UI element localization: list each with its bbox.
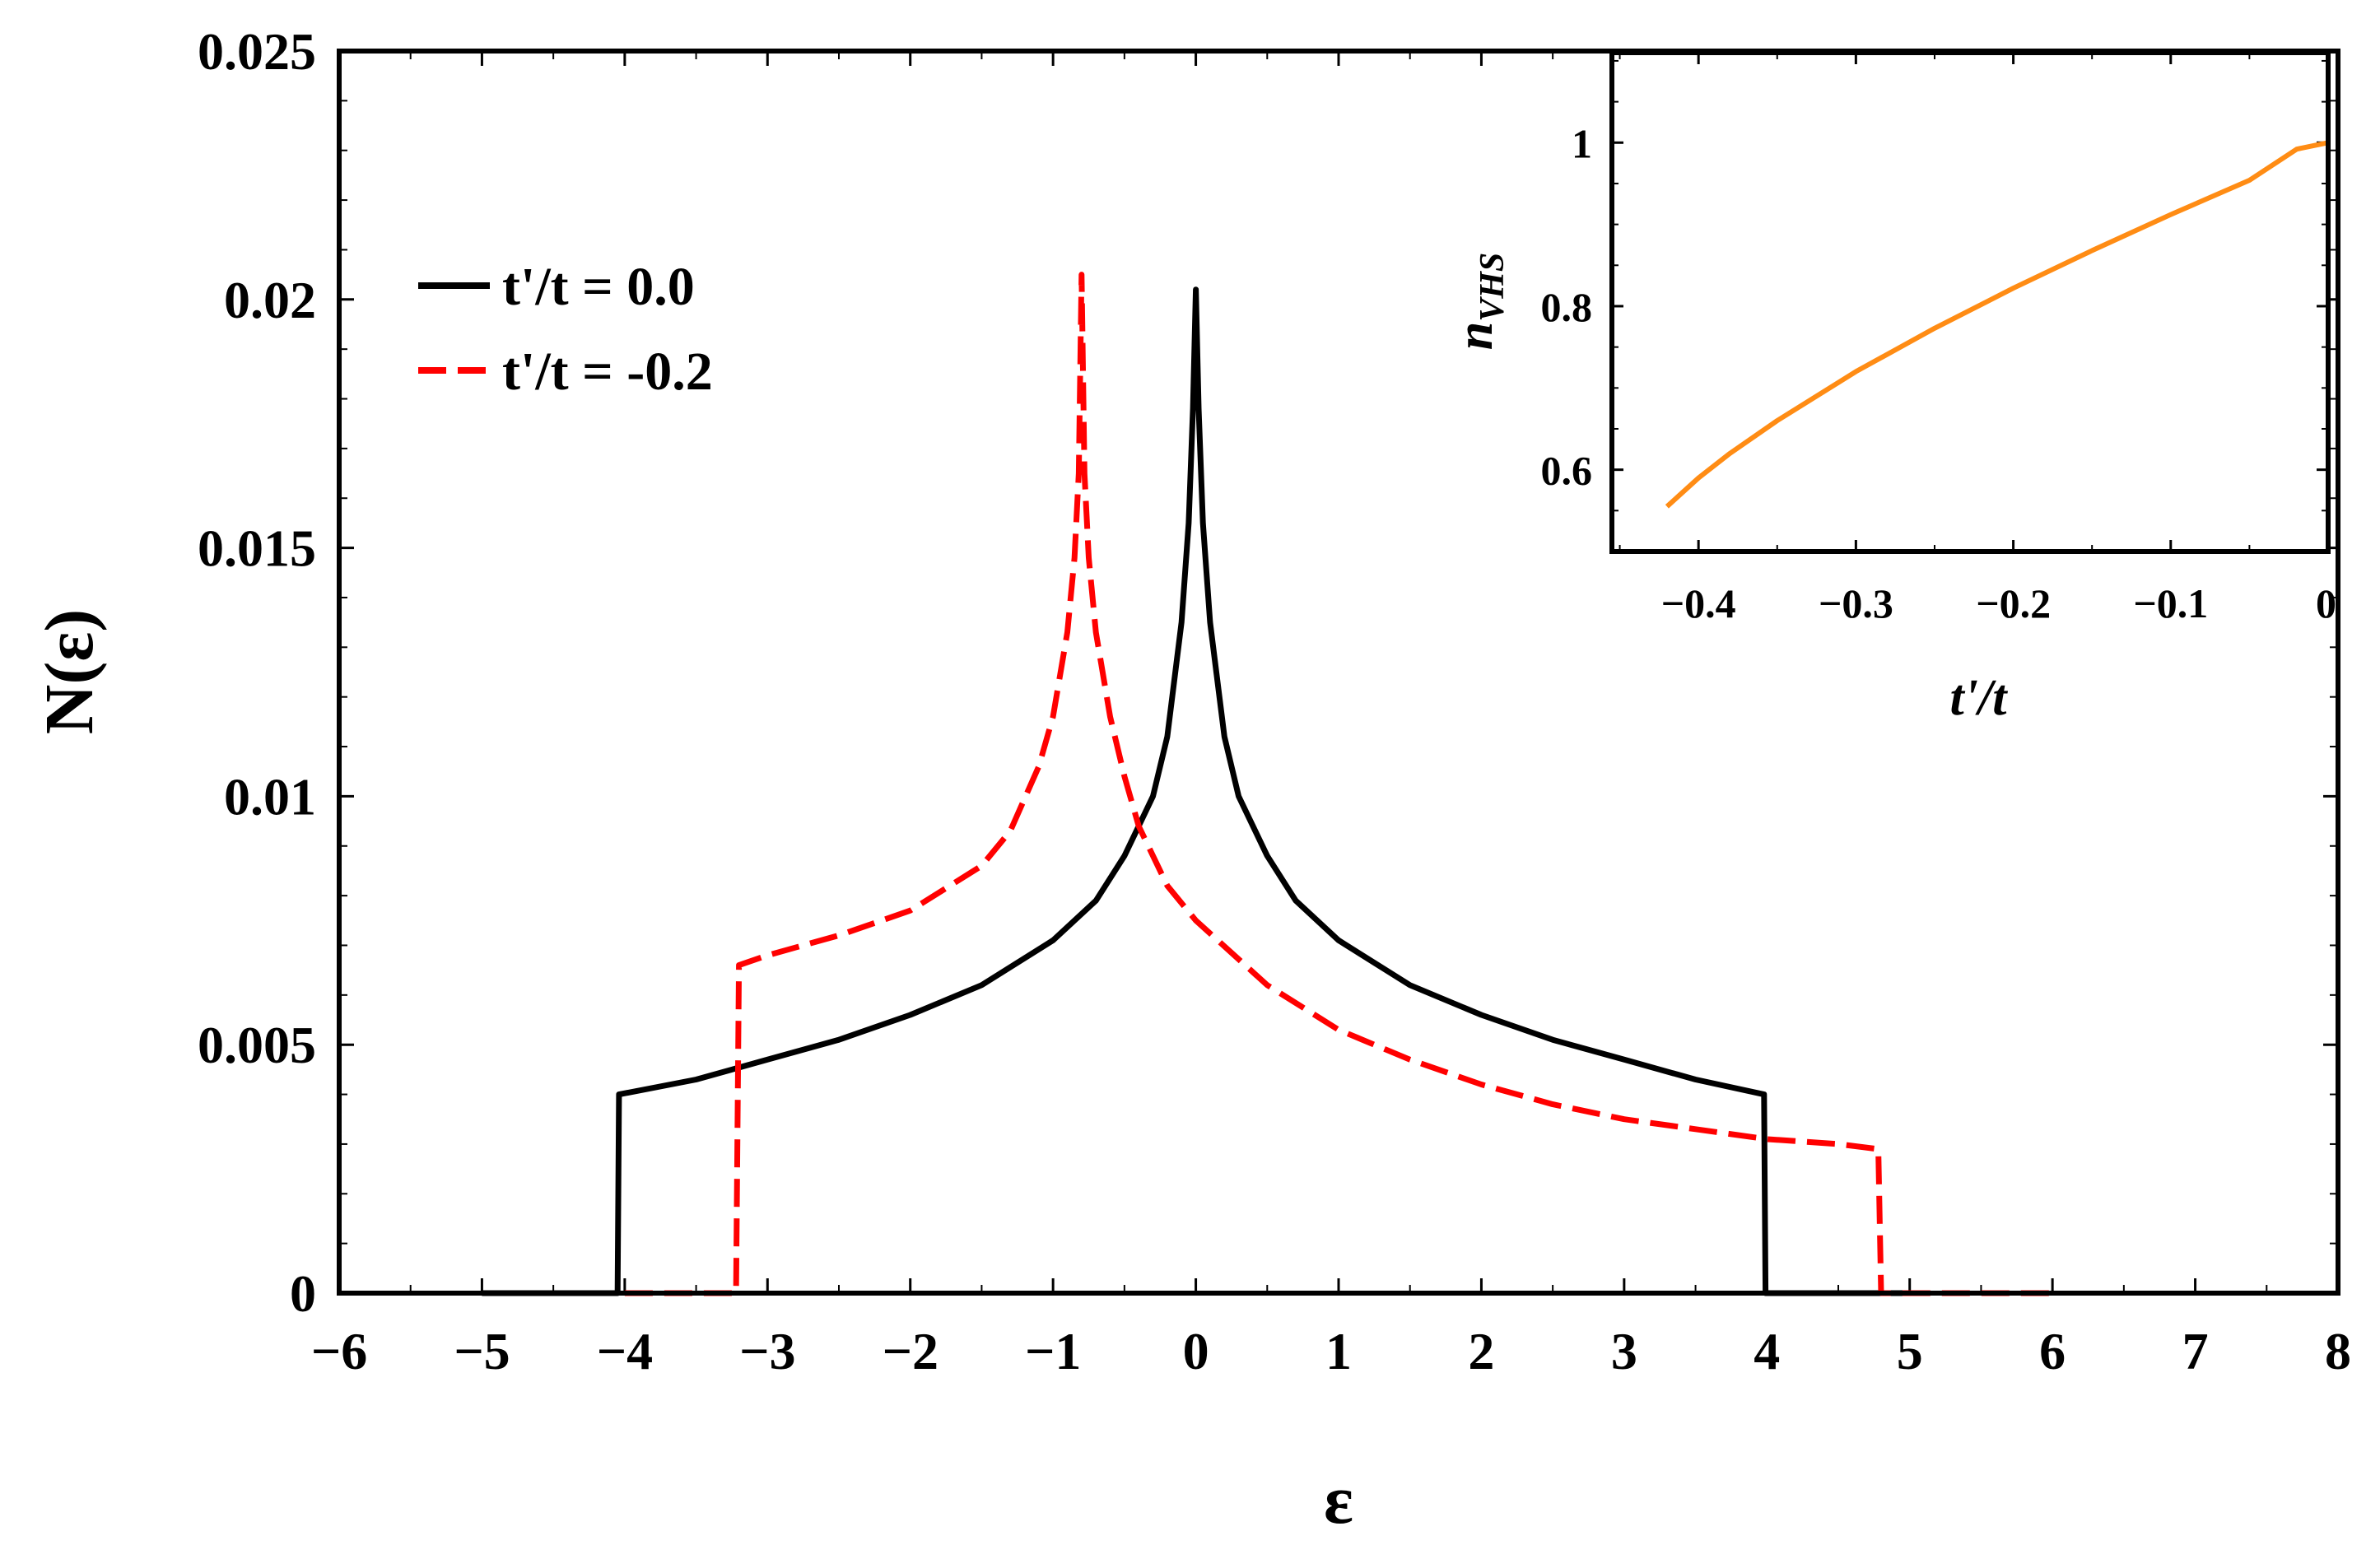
main-x-tick-label: −2 xyxy=(882,1322,938,1380)
main-x-tick-label: −4 xyxy=(597,1322,653,1380)
main-x-tick-label: 1 xyxy=(1325,1322,1352,1380)
main-y-tick-label: 0.01 xyxy=(224,767,316,826)
inset-series xyxy=(1665,140,2329,509)
inset-x-axis-title: t'/t xyxy=(1950,670,2009,726)
main-x-tick-label: 5 xyxy=(1897,1322,1923,1380)
main-series xyxy=(482,272,2053,1296)
series-line-1 xyxy=(482,286,1910,1296)
main-x-tick-label: −6 xyxy=(311,1322,367,1380)
main-y-tick-label: 0.02 xyxy=(224,271,316,329)
main-x-tick-labels: −6 −5 −4 −3 −2 −1 0 1 2 3 4 5 6 7 8 xyxy=(311,1322,2351,1380)
main-x-tick-label: 2 xyxy=(1468,1322,1494,1380)
main-plot-frame xyxy=(337,49,2340,1296)
main-x-tick-label: 8 xyxy=(2325,1322,2351,1380)
inset-y-axis-subscript: VHS xyxy=(1474,253,1511,322)
series-line-2 xyxy=(624,272,2053,1296)
main-x-tick-label: 3 xyxy=(1611,1322,1637,1380)
main-y-tick-label: 0.015 xyxy=(198,519,316,578)
legend-label-series-1: t'/t = 0.0 xyxy=(502,257,695,317)
main-x-tick-label: 4 xyxy=(1754,1322,1780,1380)
inset-x-tick-label: −0.1 xyxy=(2133,580,2208,626)
main-y-tick-labels: 0 0.005 0.01 0.015 0.02 0.025 xyxy=(198,22,316,1323)
inset-background xyxy=(1612,53,2328,551)
inset-y-axis-symbol: n xyxy=(1447,322,1503,350)
main-x-tick-label: −5 xyxy=(454,1322,510,1380)
inset-x-tick-label: −0.3 xyxy=(1819,580,1893,626)
inset-y-axis-title: nVHS xyxy=(1447,253,1511,351)
main-x-tick-label: 7 xyxy=(2182,1322,2209,1380)
main-x-tick-label: −3 xyxy=(739,1322,795,1380)
inset-frame xyxy=(1609,50,2331,554)
inset-x-tick-label: −0.4 xyxy=(1661,580,1736,626)
x-axis-title: ε xyxy=(1324,1462,1353,1538)
inset-y-tick-label: 0.6 xyxy=(1541,448,1593,494)
inset-plot: −0.4 −0.3 −0.2 −0.1 0 0.6 0.8 1 t'/t nVHS xyxy=(1447,50,2336,726)
y-axis-title: N(ε) xyxy=(31,609,108,735)
inset-x-tick-label: −0.2 xyxy=(1976,580,2051,626)
main-y-tick-label: 0.025 xyxy=(198,22,316,81)
inset-y-tick-label: 0.8 xyxy=(1541,284,1593,330)
main-x-tick-label: 0 xyxy=(1183,1322,1209,1380)
main-y-tick-label: 0.005 xyxy=(198,1016,316,1074)
main-x-tick-label: −1 xyxy=(1025,1322,1081,1380)
inset-y-tick-label: 1 xyxy=(1572,120,1592,166)
main-x-tick-label: 6 xyxy=(2039,1322,2066,1380)
inset-series-line-1 xyxy=(1665,140,2329,509)
inset-y-tick-labels: 0.6 0.8 1 xyxy=(1541,120,1593,493)
legend: t'/t = 0.0 t'/t = -0.2 xyxy=(418,257,713,402)
main-y-tick-label: 0 xyxy=(290,1264,316,1323)
legend-label-series-2: t'/t = -0.2 xyxy=(502,342,713,402)
inset-x-tick-labels: −0.4 −0.3 −0.2 −0.1 0 xyxy=(1661,580,2336,626)
inset-x-tick-label: 0 xyxy=(2316,580,2336,626)
